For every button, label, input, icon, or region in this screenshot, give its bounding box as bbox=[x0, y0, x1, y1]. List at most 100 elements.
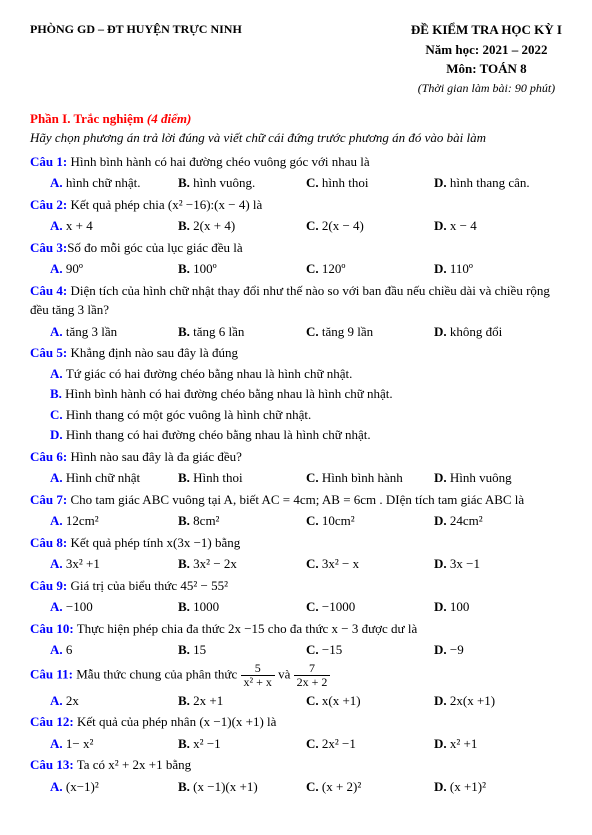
time-limit: (Thời gian làm bài: 90 phút) bbox=[411, 79, 562, 97]
q3-text: Số đo mỗi góc của lục giác đều là bbox=[67, 240, 242, 255]
q1-opt-b: B. hình vuông. bbox=[178, 173, 306, 193]
question-6: Câu 6: Hình nào sau đây là đa giác đều? bbox=[30, 447, 562, 467]
question-10: Câu 10: Thực hiện phép chia đa thức 2x −… bbox=[30, 619, 562, 639]
q2-options: A. x + 4 B. 2(x + 4) C. 2(x − 4) D. x − … bbox=[30, 216, 562, 236]
q1-label: Câu 1: bbox=[30, 154, 67, 169]
q10-options: A. 6 B. 15 C. −15 D. −9 bbox=[30, 640, 562, 660]
q2-opt-a: A. x + 4 bbox=[50, 216, 178, 236]
q5-stmt-d: D. Hình thang có hai đường chéo bằng nha… bbox=[50, 425, 562, 445]
q10-label: Câu 10: bbox=[30, 621, 74, 636]
q2-label: Câu 2: bbox=[30, 197, 67, 212]
q8-label: Câu 8: bbox=[30, 535, 67, 550]
q13-opt-a: A. (x−1)² bbox=[50, 777, 178, 797]
q6-opt-a: A. Hình chữ nhật bbox=[50, 468, 178, 488]
q7-opt-c: C. 10cm² bbox=[306, 511, 434, 531]
question-4: Câu 4: Diện tích của hình chữ nhật thay … bbox=[30, 281, 562, 320]
q1-opt-c: C. hình thoi bbox=[306, 173, 434, 193]
q9-opt-d: D. 100 bbox=[434, 597, 562, 617]
q5-label: Câu 5: bbox=[30, 345, 67, 360]
q10-opt-d: D. −9 bbox=[434, 640, 562, 660]
q2-opt-c: C. 2(x − 4) bbox=[306, 216, 434, 236]
q12-label: Câu 12: bbox=[30, 714, 74, 729]
q8-opt-a: A. 3x² +1 bbox=[50, 554, 178, 574]
q6-text: Hình nào sau đây là đa giác đều? bbox=[67, 449, 242, 464]
question-1: Câu 1: Hình bình hành có hai đường chéo … bbox=[30, 152, 562, 172]
section-points: (4 điểm) bbox=[147, 111, 191, 126]
q5-text: Khẳng định nào sau đây là đúng bbox=[67, 345, 238, 360]
q1-options: A. hình chữ nhật. B. hình vuông. C. hình… bbox=[30, 173, 562, 193]
q5-stmt-a: A. Tứ giác có hai đường chéo bằng nhau l… bbox=[50, 364, 562, 384]
q1-text: Hình bình hành có hai đường chéo vuông g… bbox=[67, 154, 369, 169]
exam-info: ĐỀ KIỂM TRA HỌC KỲ I Năm học: 2021 – 202… bbox=[411, 20, 562, 97]
question-8: Câu 8: Kết quả phép tính x(3x −1) bằng bbox=[30, 533, 562, 553]
q7-opt-a: A. 12cm² bbox=[50, 511, 178, 531]
q4-options: A. tăng 3 lần B. tăng 6 lần C. tăng 9 lầ… bbox=[30, 322, 562, 342]
q3-label: Câu 3: bbox=[30, 240, 67, 255]
q7-text: Cho tam giác ABC vuông tại A, biết AC = … bbox=[67, 492, 524, 507]
question-5: Câu 5: Khẳng định nào sau đây là đúng bbox=[30, 343, 562, 363]
q9-options: A. −100 B. 1000 C. −1000 D. 100 bbox=[30, 597, 562, 617]
question-12: Câu 12: Kết quả của phép nhân (x −1)(x +… bbox=[30, 712, 562, 732]
q2-opt-b: B. 2(x + 4) bbox=[178, 216, 306, 236]
q6-label: Câu 6: bbox=[30, 449, 67, 464]
q7-opt-d: D. 24cm² bbox=[434, 511, 562, 531]
q7-opt-b: B. 8cm² bbox=[178, 511, 306, 531]
q11-text-mid: và bbox=[278, 666, 294, 681]
q11-opt-a: A. 2x bbox=[50, 691, 178, 711]
q3-opt-d: D. 110º bbox=[434, 259, 562, 279]
school-year: Năm học: 2021 – 2022 bbox=[411, 40, 562, 60]
q13-opt-d: D. (x +1)² bbox=[434, 777, 562, 797]
q2-text: Kết quả phép chia (x² −16):(x − 4) là bbox=[67, 197, 262, 212]
section-name: Phần I. Trắc nghiệm bbox=[30, 111, 147, 126]
q9-opt-a: A. −100 bbox=[50, 597, 178, 617]
q5-statements: A. Tứ giác có hai đường chéo bằng nhau l… bbox=[30, 364, 562, 445]
q11-label: Câu 11: bbox=[30, 666, 73, 681]
q8-opt-c: C. 3x² − x bbox=[306, 554, 434, 574]
q13-options: A. (x−1)² B. (x −1)(x +1) C. (x + 2)² D.… bbox=[30, 777, 562, 797]
q8-options: A. 3x² +1 B. 3x² − 2x C. 3x² − x D. 3x −… bbox=[30, 554, 562, 574]
header: PHÒNG GD – ĐT HUYỆN TRỰC NINH ĐỀ KIỂM TR… bbox=[30, 20, 562, 97]
q6-options: A. Hình chữ nhật B. Hình thoi C. Hình bì… bbox=[30, 468, 562, 488]
q11-frac2: 72x + 2 bbox=[294, 662, 331, 689]
q13-opt-c: C. (x + 2)² bbox=[306, 777, 434, 797]
q4-opt-a: A. tăng 3 lần bbox=[50, 322, 178, 342]
q9-label: Câu 9: bbox=[30, 578, 67, 593]
q2-opt-d: D. x − 4 bbox=[434, 216, 562, 236]
q12-opt-d: D. x² +1 bbox=[434, 734, 562, 754]
q4-label: Câu 4: bbox=[30, 283, 67, 298]
q11-opt-c: C. x(x +1) bbox=[306, 691, 434, 711]
q4-opt-b: B. tăng 6 lần bbox=[178, 322, 306, 342]
q10-opt-b: B. 15 bbox=[178, 640, 306, 660]
q11-opt-d: D. 2x(x +1) bbox=[434, 691, 562, 711]
q11-text-before: Mẫu thức chung của phân thức bbox=[73, 666, 241, 681]
q10-opt-c: C. −15 bbox=[306, 640, 434, 660]
instruction: Hãy chọn phương án trả lời đúng và viết … bbox=[30, 128, 562, 148]
q6-opt-b: B. Hình thoi bbox=[178, 468, 306, 488]
q4-opt-c: C. tăng 9 lần bbox=[306, 322, 434, 342]
q1-opt-d: D. hình thang cân. bbox=[434, 173, 562, 193]
q12-options: A. 1− x² B. x² −1 C. 2x² −1 D. x² +1 bbox=[30, 734, 562, 754]
q10-opt-a: A. 6 bbox=[50, 640, 178, 660]
q11-frac1: 5x² + x bbox=[241, 662, 275, 689]
q13-label: Câu 13: bbox=[30, 757, 74, 772]
q12-opt-a: A. 1− x² bbox=[50, 734, 178, 754]
q7-options: A. 12cm² B. 8cm² C. 10cm² D. 24cm² bbox=[30, 511, 562, 531]
q11-options: A. 2x B. 2x +1 C. x(x +1) D. 2x(x +1) bbox=[30, 691, 562, 711]
q6-opt-d: D. Hình vuông bbox=[434, 468, 562, 488]
question-3: Câu 3:Số đo mỗi góc của lục giác đều là bbox=[30, 238, 562, 258]
q5-stmt-b: B. Hình bình hành có hai đường chéo bằng… bbox=[50, 384, 562, 404]
q9-text: Giá trị của biểu thức 45² − 55² bbox=[67, 578, 228, 593]
q13-text: Ta có x² + 2x +1 bằng bbox=[74, 757, 191, 772]
q7-label: Câu 7: bbox=[30, 492, 67, 507]
q10-text: Thực hiện phép chia đa thức 2x −15 cho đ… bbox=[74, 621, 418, 636]
q13-opt-b: B. (x −1)(x +1) bbox=[178, 777, 306, 797]
question-11: Câu 11: Mẫu thức chung của phân thức 5x²… bbox=[30, 662, 562, 689]
question-9: Câu 9: Giá trị của biểu thức 45² − 55² bbox=[30, 576, 562, 596]
question-13: Câu 13: Ta có x² + 2x +1 bằng bbox=[30, 755, 562, 775]
q4-text: Diện tích của hình chữ nhật thay đổi như… bbox=[30, 283, 550, 318]
exam-title: ĐỀ KIỂM TRA HỌC KỲ I bbox=[411, 20, 562, 40]
q9-opt-b: B. 1000 bbox=[178, 597, 306, 617]
subject: Môn: TOÁN 8 bbox=[411, 59, 562, 79]
q1-opt-a: A. hình chữ nhật. bbox=[50, 173, 178, 193]
q3-opt-a: A. 90º bbox=[50, 259, 178, 279]
